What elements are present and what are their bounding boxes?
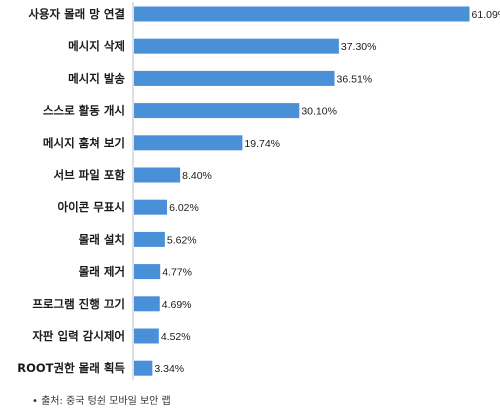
value-label: 37.30% [341, 41, 377, 53]
value-label: 8.40% [182, 170, 212, 182]
value-label: 4.52% [161, 331, 191, 343]
category-label: 메시지 발송 [68, 71, 125, 85]
category-label: 스스로 활동 개시 [43, 104, 125, 118]
bar [134, 264, 161, 280]
bar [134, 38, 339, 54]
category-label: 메시지 훔쳐 보기 [43, 136, 125, 150]
value-label: 5.62% [167, 234, 197, 246]
bar [134, 70, 335, 86]
category-label: 자판 입력 감시제어 [32, 329, 125, 343]
bar [134, 360, 153, 376]
value-label: 61.09% [472, 9, 500, 21]
category-label: 서브 파일 포함 [54, 168, 126, 182]
bar [134, 199, 168, 215]
value-label: 6.02% [169, 202, 199, 214]
value-label: 19.74% [244, 138, 280, 150]
category-label: 사용자 몰래 망 연결 [28, 7, 125, 21]
value-label: 30.10% [301, 106, 337, 118]
bar [134, 6, 470, 22]
category-label: 몰래 설치 [79, 232, 125, 246]
value-label: 3.34% [154, 363, 184, 375]
value-label: 4.69% [162, 299, 192, 311]
value-label: 4.77% [162, 267, 192, 279]
category-label: ROOT권한 몰래 획득 [17, 361, 125, 375]
category-label: 아이콘 무표시 [58, 200, 125, 214]
source-note: • 출처: 중국 텅쉰 모바일 보안 랩 [32, 395, 171, 407]
value-label: 36.51% [337, 73, 373, 85]
bar [134, 328, 159, 344]
bar [134, 231, 165, 247]
bar [134, 296, 160, 312]
category-label: 프로그램 진행 끄기 [32, 297, 125, 311]
category-label: 몰래 제거 [79, 265, 125, 279]
bar [134, 103, 300, 119]
bar [134, 167, 181, 183]
category-label: 메시지 삭제 [68, 39, 125, 53]
bar [134, 135, 243, 151]
